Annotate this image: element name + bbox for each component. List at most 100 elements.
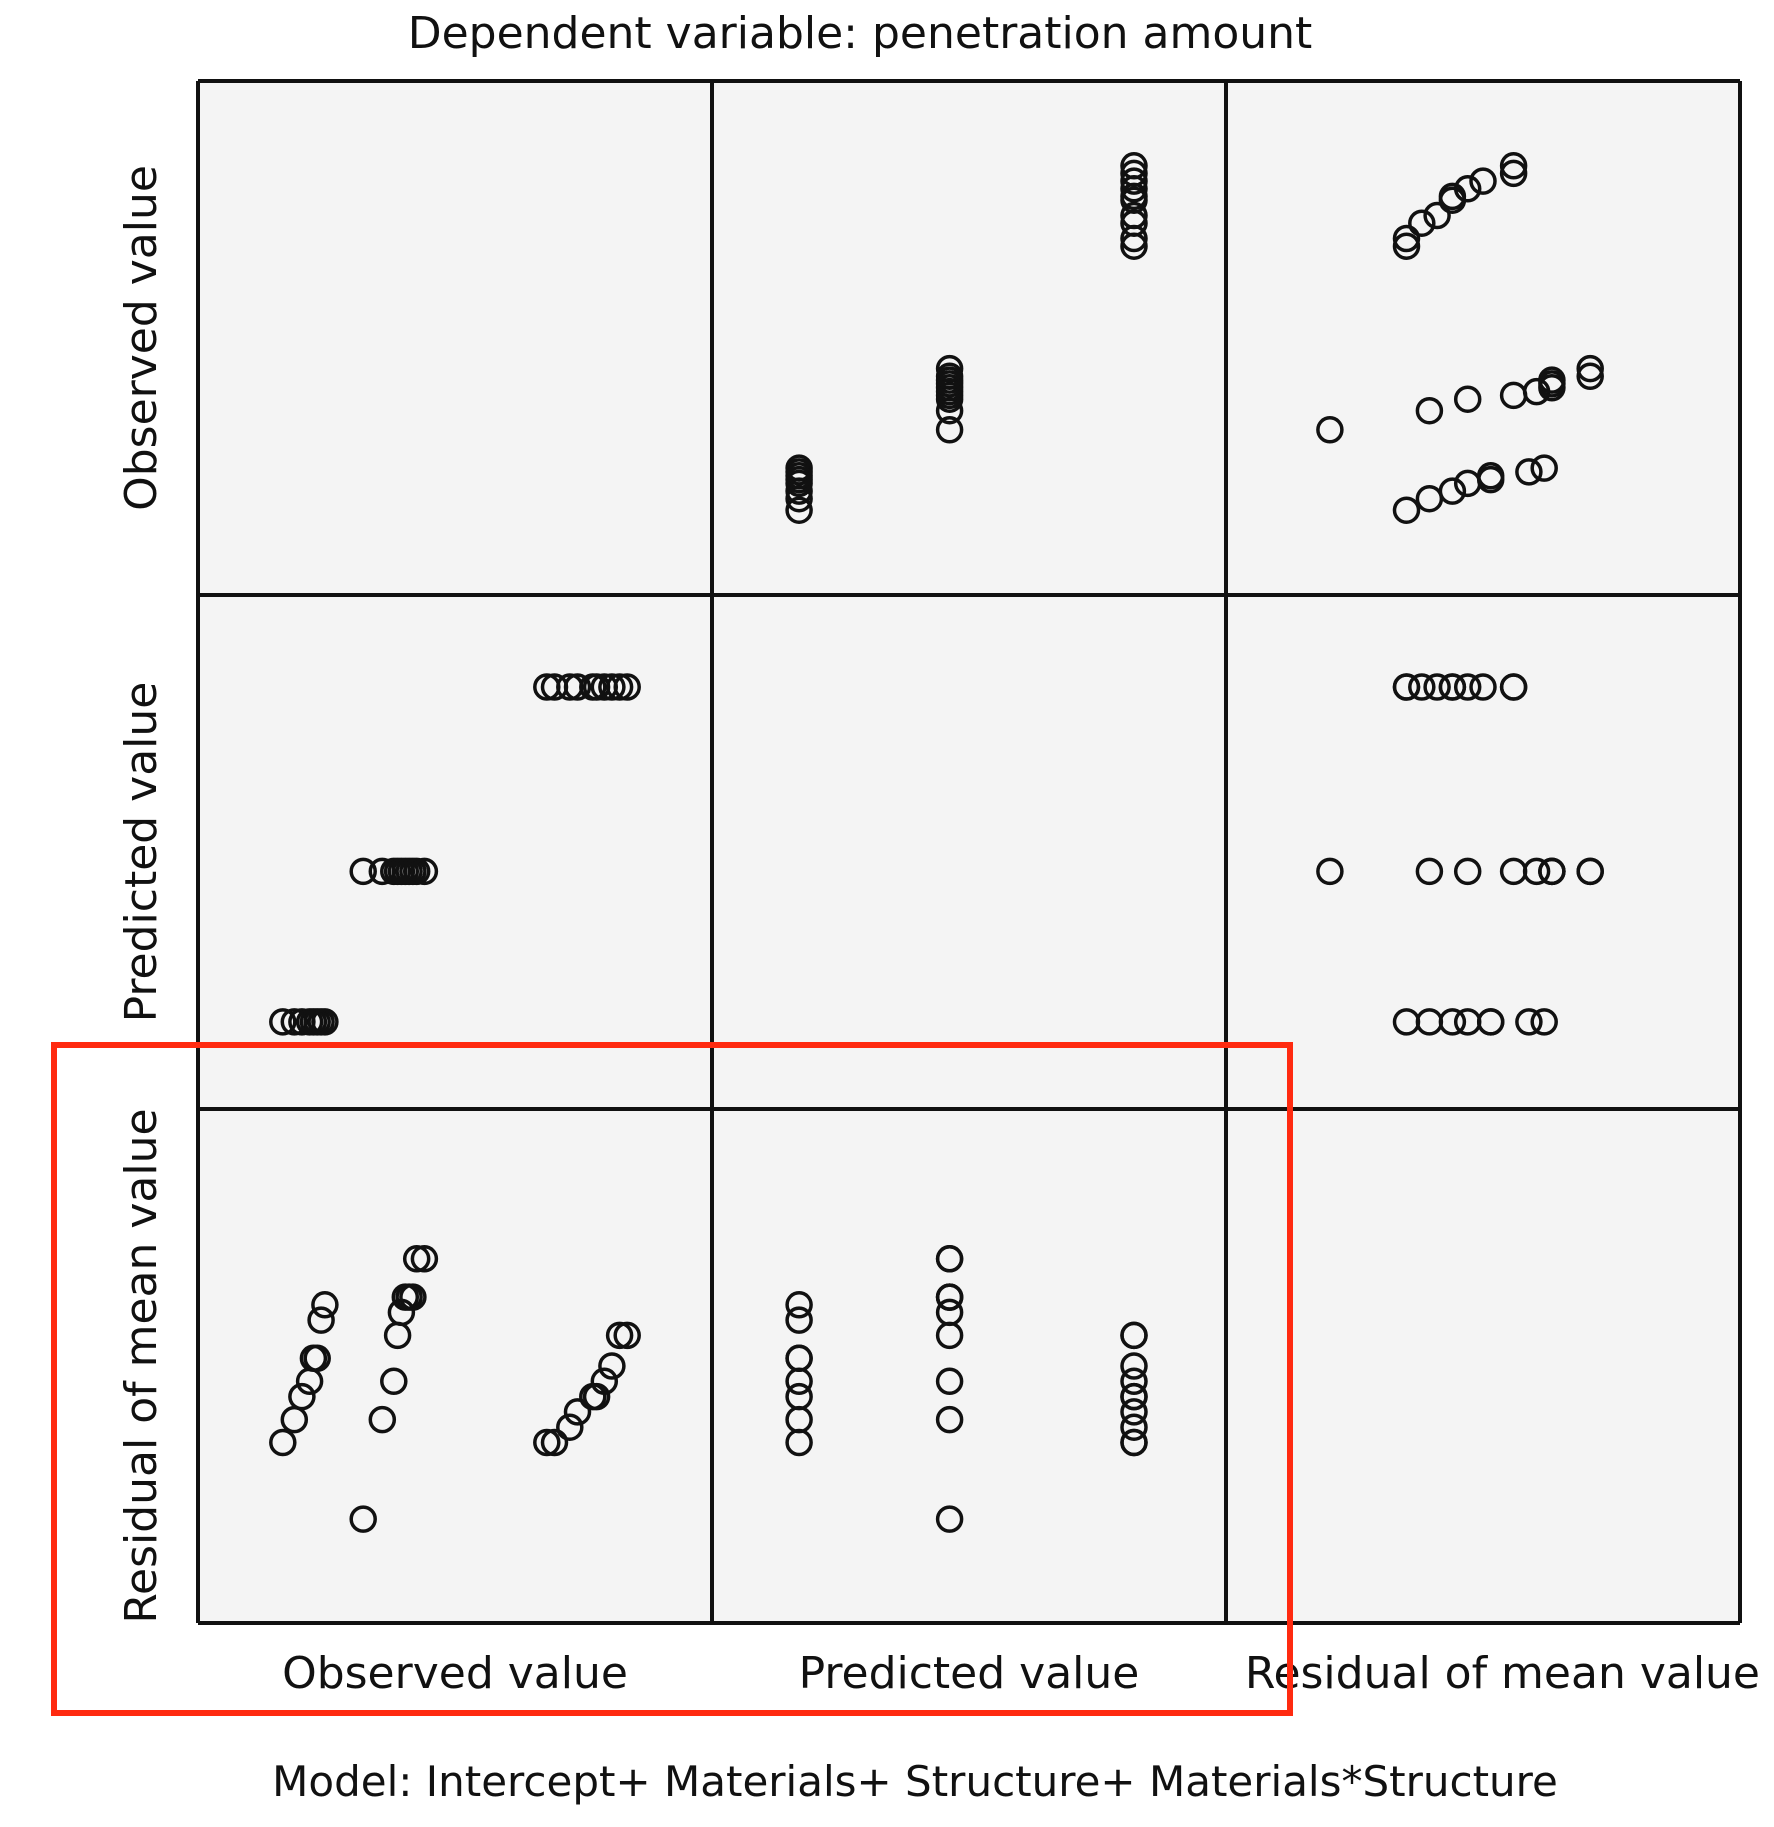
point-observed-vs-residual-22 [1423, 201, 1451, 230]
point-observed-vs-predicted-8 [785, 454, 813, 482]
point-residual-vs-observed-6 [303, 1344, 331, 1373]
point-observed-vs-residual-21 [1408, 209, 1436, 237]
point-observed-vs-predicted-18 [935, 354, 964, 383]
point-observed-vs-predicted-17 [935, 362, 964, 391]
point-observed-vs-residual-25 [1453, 175, 1482, 203]
point-predicted-vs-observed-17 [402, 857, 431, 886]
panel-residual-vs-residual [1226, 1109, 1740, 1623]
point-observed-vs-residual-11 [1453, 385, 1482, 413]
point-residual-vs-predicted-7 [785, 1306, 813, 1334]
point-residual-vs-predicted-25 [1120, 1367, 1148, 1396]
point-residual-vs-observed-1 [269, 1428, 297, 1457]
point-predicted-vs-observed-28 [613, 673, 641, 701]
point-predicted-vs-residual-21 [1408, 673, 1436, 701]
point-residual-vs-observed-20 [540, 1428, 569, 1457]
panel-predicted-vs-residual [1226, 595, 1740, 1109]
point-residual-vs-predicted-24 [1120, 1382, 1148, 1411]
point-residual-vs-observed-3 [288, 1382, 316, 1411]
point-predicted-vs-residual-7 [1515, 1008, 1543, 1036]
point-residual-vs-observed-11 [380, 1367, 408, 1396]
point-residual-vs-predicted-28 [1120, 1321, 1148, 1350]
point-observed-vs-predicted-27 [1120, 159, 1148, 188]
panel-residual-vs-observed [198, 1109, 712, 1623]
point-residual-vs-predicted-26 [1120, 1352, 1148, 1380]
panel-observed-vs-residual [1226, 81, 1740, 595]
point-predicted-vs-residual-26 [1469, 673, 1497, 701]
point-residual-vs-observed-7 [307, 1306, 335, 1334]
point-predicted-vs-observed-8 [311, 1008, 339, 1036]
point-predicted-vs-residual-28 [1499, 673, 1528, 701]
y-axis-label-observed: Observed value [116, 165, 167, 511]
point-observed-vs-residual-6 [1476, 462, 1505, 490]
point-observed-vs-residual-27 [1499, 159, 1528, 188]
point-residual-vs-observed-26 [598, 1352, 626, 1380]
point-residual-vs-predicted-11 [935, 1367, 964, 1396]
point-predicted-vs-residual-10 [1415, 857, 1444, 886]
point-residual-vs-predicted-18 [935, 1245, 964, 1273]
y-axis-label-residual: Residual of mean value [116, 1108, 167, 1623]
point-residual-vs-observed-24 [582, 1382, 611, 1411]
point-observed-vs-residual-10 [1415, 396, 1444, 425]
point-observed-vs-predicted-9 [935, 416, 964, 444]
matrix-grid [196, 79, 1742, 1625]
point-observed-vs-residual-17 [1576, 362, 1604, 391]
highlight-box [51, 1042, 1293, 1716]
point-observed-vs-predicted-1 [785, 496, 813, 524]
point-residual-vs-predicted-10 [935, 1405, 964, 1434]
point-residual-vs-predicted-8 [785, 1291, 813, 1319]
point-residual-vs-observed-22 [563, 1398, 592, 1426]
x-axis-label-residual: Residual of mean value [1245, 1648, 1760, 1699]
point-observed-vs-residual-8 [1530, 454, 1558, 482]
point-residual-vs-observed-10 [368, 1405, 397, 1434]
point-predicted-vs-residual-16 [1538, 857, 1566, 886]
point-residual-vs-predicted-6 [785, 1344, 813, 1373]
point-residual-vs-observed-17 [402, 1245, 431, 1273]
point-predicted-vs-residual-13 [1522, 857, 1551, 886]
point-predicted-vs-observed-27 [605, 673, 634, 701]
point-residual-vs-observed-25 [590, 1367, 619, 1396]
point-predicted-vs-residual-25 [1453, 673, 1482, 701]
point-observed-vs-residual-16 [1538, 366, 1566, 394]
point-observed-vs-residual-7 [1515, 458, 1543, 486]
point-observed-vs-residual-9 [1316, 416, 1344, 444]
point-predicted-vs-residual-6 [1476, 1008, 1505, 1036]
panel-observed-vs-observed [198, 81, 712, 595]
point-residual-vs-predicted-21 [1120, 1413, 1148, 1441]
point-predicted-vs-observed-22 [563, 673, 592, 701]
point-predicted-vs-residual-22 [1423, 673, 1451, 701]
x-axis-label-predicted: Predicted value [799, 1648, 1140, 1699]
point-residual-vs-observed-18 [410, 1245, 439, 1273]
point-observed-vs-predicted-22 [1120, 201, 1148, 230]
point-predicted-vs-residual-9 [1316, 857, 1344, 886]
point-residual-vs-observed-9 [349, 1505, 377, 1533]
scatter-points [269, 152, 1604, 1533]
point-residual-vs-observed-28 [613, 1321, 641, 1350]
point-residual-vs-observed-21 [556, 1413, 584, 1441]
point-predicted-vs-observed-18 [410, 857, 439, 886]
point-predicted-vs-observed-9 [349, 857, 377, 886]
point-observed-vs-residual-28 [1499, 152, 1528, 180]
point-predicted-vs-observed-1 [269, 1008, 297, 1036]
point-residual-vs-observed-19 [533, 1428, 561, 1457]
x-axis-label-observed: Observed value [282, 1648, 628, 1699]
point-observed-vs-residual-26 [1469, 167, 1497, 195]
point-predicted-vs-residual-20 [1392, 673, 1421, 701]
model-footnote: Model: Intercept+ Materials+ Structure+ … [272, 1757, 1558, 1806]
matrix-panels [198, 81, 1740, 1623]
point-residual-vs-predicted-20 [1120, 1428, 1148, 1457]
axis-labels: Observed value Observed value Predicted va… [116, 165, 1760, 1699]
point-predicted-vs-residual-18 [1576, 857, 1604, 886]
panel-predicted-vs-predicted [712, 595, 1226, 1109]
point-predicted-vs-residual-11 [1453, 857, 1482, 886]
point-observed-vs-residual-18 [1576, 354, 1604, 383]
point-predicted-vs-observed-26 [598, 673, 626, 701]
point-predicted-vs-residual-8 [1530, 1008, 1558, 1036]
point-predicted-vs-residual-3 [1438, 1008, 1467, 1036]
point-observed-vs-residual-24 [1438, 182, 1467, 211]
chart-title: Dependent variable: penetration amount [408, 8, 1313, 59]
point-residual-vs-predicted-22 [1120, 1398, 1148, 1426]
point-observed-vs-predicted-26 [1120, 167, 1148, 195]
y-axis-label-predicted: Predicted value [116, 682, 167, 1023]
point-observed-vs-residual-3 [1438, 477, 1467, 505]
